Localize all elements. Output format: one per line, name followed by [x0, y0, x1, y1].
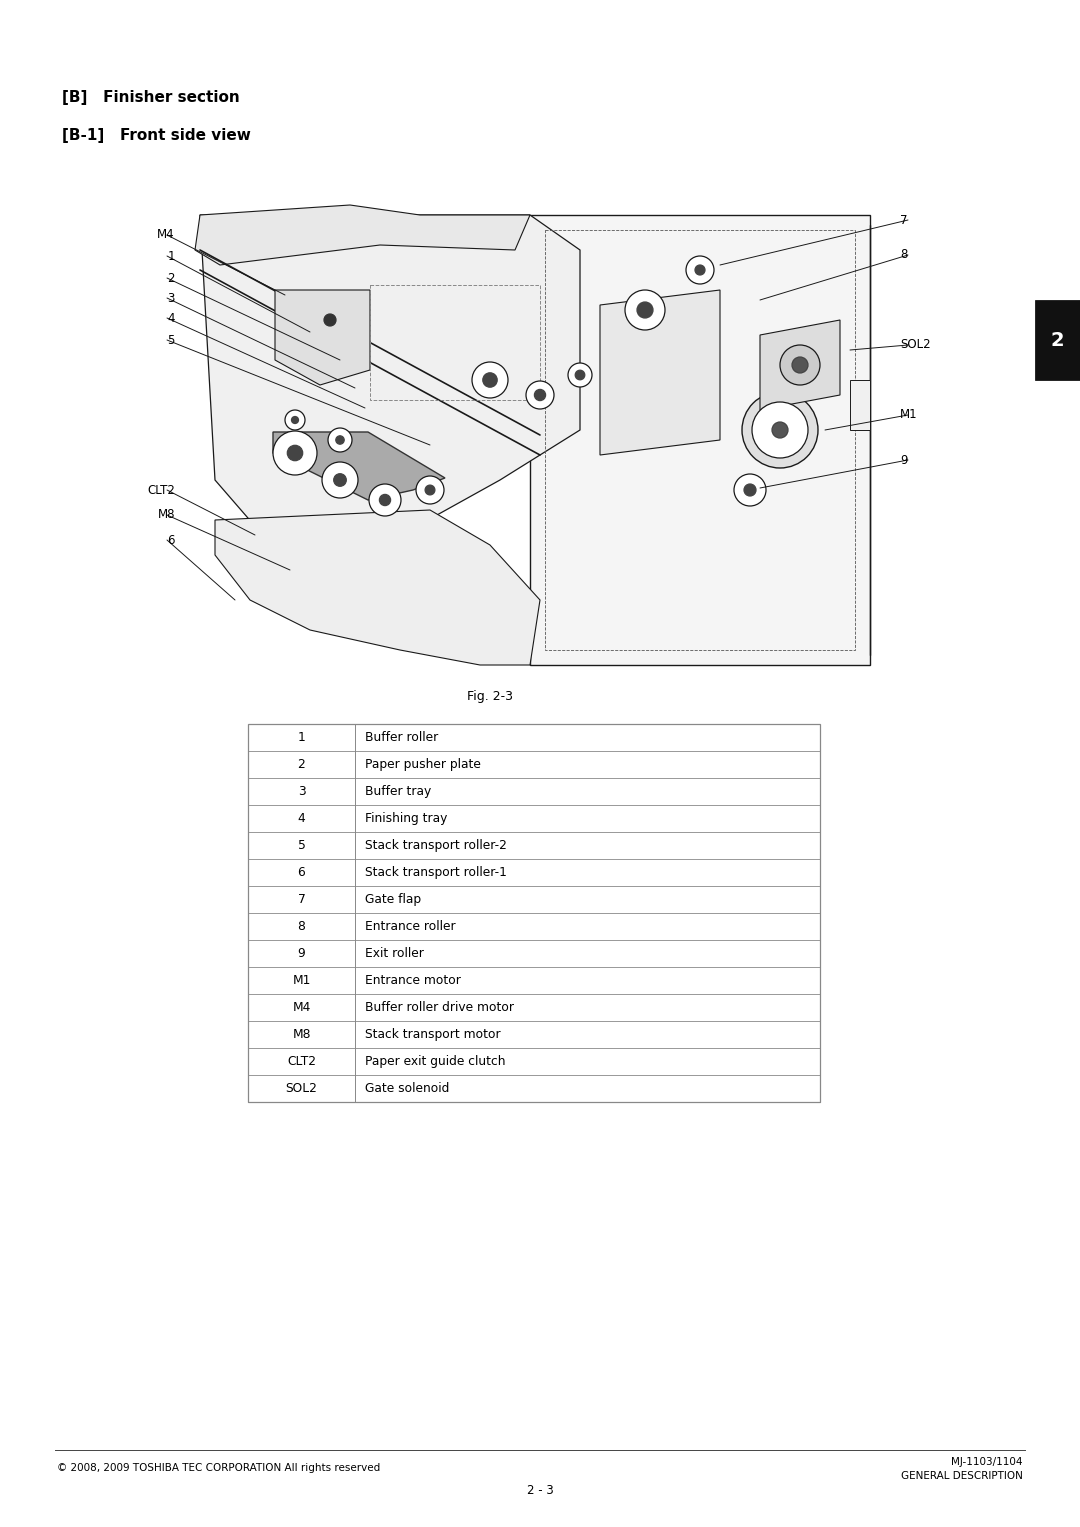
- Text: M4: M4: [293, 1002, 311, 1014]
- Text: 6: 6: [298, 866, 306, 880]
- Circle shape: [273, 431, 318, 475]
- Circle shape: [568, 363, 592, 386]
- Circle shape: [535, 389, 545, 400]
- Circle shape: [324, 315, 336, 325]
- Text: 1: 1: [167, 249, 175, 263]
- Text: Stack transport roller-1: Stack transport roller-1: [365, 866, 507, 880]
- Polygon shape: [850, 380, 870, 431]
- Text: 9: 9: [298, 947, 306, 960]
- Text: Entrance roller: Entrance roller: [365, 919, 456, 933]
- Polygon shape: [275, 290, 370, 385]
- Circle shape: [744, 484, 756, 496]
- Text: [B-1]   Front side view: [B-1] Front side view: [62, 128, 251, 144]
- Circle shape: [472, 362, 508, 399]
- Text: 5: 5: [167, 333, 175, 347]
- Text: 9: 9: [900, 454, 907, 467]
- Bar: [1035, 299, 1080, 380]
- Text: © 2008, 2009 TOSHIBA TEC CORPORATION All rights reserved: © 2008, 2009 TOSHIBA TEC CORPORATION All…: [57, 1463, 380, 1474]
- Circle shape: [285, 411, 305, 431]
- Circle shape: [686, 257, 714, 284]
- Text: [B]   Finisher section: [B] Finisher section: [62, 90, 240, 105]
- Circle shape: [369, 484, 401, 516]
- Text: M1: M1: [293, 974, 311, 986]
- Text: 4: 4: [167, 312, 175, 325]
- Polygon shape: [215, 510, 540, 664]
- Text: 5: 5: [298, 838, 306, 852]
- Circle shape: [328, 428, 352, 452]
- Text: 2: 2: [1051, 330, 1064, 350]
- Polygon shape: [600, 290, 720, 455]
- Circle shape: [742, 392, 818, 467]
- Text: 8: 8: [900, 249, 907, 261]
- Text: 3: 3: [298, 785, 306, 799]
- Circle shape: [625, 290, 665, 330]
- Text: 3: 3: [167, 292, 175, 304]
- Text: 1: 1: [298, 731, 306, 744]
- Circle shape: [416, 476, 444, 504]
- Text: M4: M4: [158, 229, 175, 241]
- Circle shape: [334, 473, 347, 486]
- Text: Finishing tray: Finishing tray: [365, 812, 447, 825]
- Text: M8: M8: [293, 1028, 311, 1041]
- Text: SOL2: SOL2: [285, 1083, 318, 1095]
- Circle shape: [379, 495, 391, 505]
- Text: M8: M8: [158, 508, 175, 522]
- Text: Paper pusher plate: Paper pusher plate: [365, 757, 481, 771]
- Circle shape: [734, 473, 766, 505]
- Bar: [248, 724, 820, 1102]
- Circle shape: [287, 446, 302, 461]
- Text: 6: 6: [167, 533, 175, 547]
- Text: Buffer tray: Buffer tray: [365, 785, 431, 799]
- Circle shape: [483, 373, 497, 388]
- Text: CLT2: CLT2: [147, 484, 175, 496]
- Polygon shape: [273, 432, 445, 499]
- Text: MJ-1103/1104: MJ-1103/1104: [951, 1457, 1023, 1467]
- Text: SOL2: SOL2: [900, 339, 931, 351]
- Polygon shape: [760, 321, 840, 411]
- Text: CLT2: CLT2: [287, 1055, 316, 1067]
- Text: Buffer roller: Buffer roller: [365, 731, 438, 744]
- Text: 7: 7: [298, 893, 306, 906]
- Circle shape: [772, 421, 788, 438]
- Text: M1: M1: [900, 409, 918, 421]
- Circle shape: [637, 302, 653, 318]
- Circle shape: [576, 370, 584, 380]
- Text: Entrance motor: Entrance motor: [365, 974, 461, 986]
- Text: Stack transport motor: Stack transport motor: [365, 1028, 501, 1041]
- Circle shape: [336, 435, 345, 444]
- Text: 2 - 3: 2 - 3: [527, 1484, 553, 1496]
- Circle shape: [696, 266, 705, 275]
- Polygon shape: [195, 205, 530, 266]
- Polygon shape: [200, 215, 580, 554]
- Circle shape: [292, 417, 298, 423]
- Text: Exit roller: Exit roller: [365, 947, 423, 960]
- Circle shape: [780, 345, 820, 385]
- Text: 4: 4: [298, 812, 306, 825]
- Text: Fig. 2-3: Fig. 2-3: [467, 690, 513, 702]
- Text: GENERAL DESCRIPTION: GENERAL DESCRIPTION: [901, 1471, 1023, 1481]
- Circle shape: [752, 402, 808, 458]
- Circle shape: [526, 382, 554, 409]
- Polygon shape: [530, 215, 870, 664]
- Text: Stack transport roller-2: Stack transport roller-2: [365, 838, 507, 852]
- Text: Paper exit guide clutch: Paper exit guide clutch: [365, 1055, 505, 1067]
- Text: Gate solenoid: Gate solenoid: [365, 1083, 449, 1095]
- Text: Buffer roller drive motor: Buffer roller drive motor: [365, 1002, 514, 1014]
- Text: 8: 8: [298, 919, 306, 933]
- Text: Gate flap: Gate flap: [365, 893, 421, 906]
- Text: 7: 7: [900, 214, 907, 226]
- Circle shape: [426, 486, 435, 495]
- Circle shape: [792, 357, 808, 373]
- Text: 2: 2: [298, 757, 306, 771]
- Text: 2: 2: [167, 272, 175, 284]
- Circle shape: [322, 463, 357, 498]
